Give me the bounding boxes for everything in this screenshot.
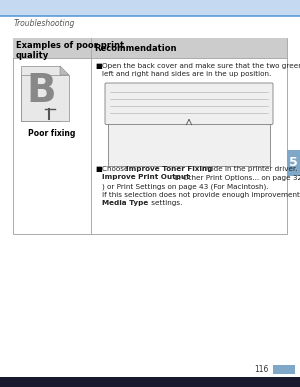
Text: ) or Print Settings on page 43 (For Macintosh).: ) or Print Settings on page 43 (For Maci…	[102, 183, 268, 190]
Bar	[21, 75, 69, 121]
Text: B: B	[26, 72, 56, 110]
Text: Troubleshooting: Troubleshooting	[14, 19, 75, 29]
Bar	[108, 118, 270, 166]
Bar	[287, 150, 300, 176]
Bar	[13, 38, 287, 234]
Text: in Other Print Options... on page 32 (For Windows: in Other Print Options... on page 32 (Fo…	[172, 175, 300, 181]
Text: Poor fixing: Poor fixing	[28, 129, 76, 138]
Text: Examples of poor print
quality: Examples of poor print quality	[16, 41, 124, 60]
Bar	[0, 0, 300, 16]
Text: Improve Print Output: Improve Print Output	[102, 175, 190, 180]
Text: ■: ■	[95, 166, 102, 172]
Bar	[273, 365, 295, 374]
Bar	[13, 38, 91, 58]
Text: Choose: Choose	[102, 166, 131, 172]
FancyBboxPatch shape	[105, 83, 273, 124]
Text: Improve Toner Fixing: Improve Toner Fixing	[126, 166, 212, 172]
Text: Media Type: Media Type	[102, 200, 148, 206]
Text: 5: 5	[289, 156, 298, 170]
Text: Recommendation: Recommendation	[94, 44, 176, 53]
Bar	[0, 377, 300, 387]
Polygon shape	[60, 66, 69, 75]
Bar	[21, 66, 60, 121]
Text: If this selection does not provide enough improvement, select: If this selection does not provide enoug…	[102, 192, 300, 197]
Text: Open the back cover and make sure that the two green envelope levers on the
left: Open the back cover and make sure that t…	[102, 63, 300, 77]
Text: 116: 116	[255, 365, 269, 374]
Text: mode in the printer driver. See: mode in the printer driver. See	[200, 166, 300, 172]
Bar	[91, 38, 287, 58]
Text: settings.: settings.	[149, 200, 182, 206]
Text: ■: ■	[95, 63, 102, 69]
